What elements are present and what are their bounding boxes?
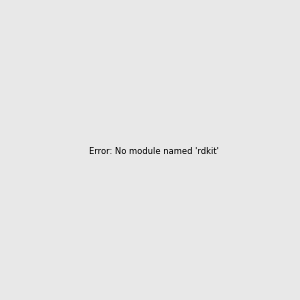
Text: Error: No module named 'rdkit': Error: No module named 'rdkit' — [89, 147, 219, 156]
